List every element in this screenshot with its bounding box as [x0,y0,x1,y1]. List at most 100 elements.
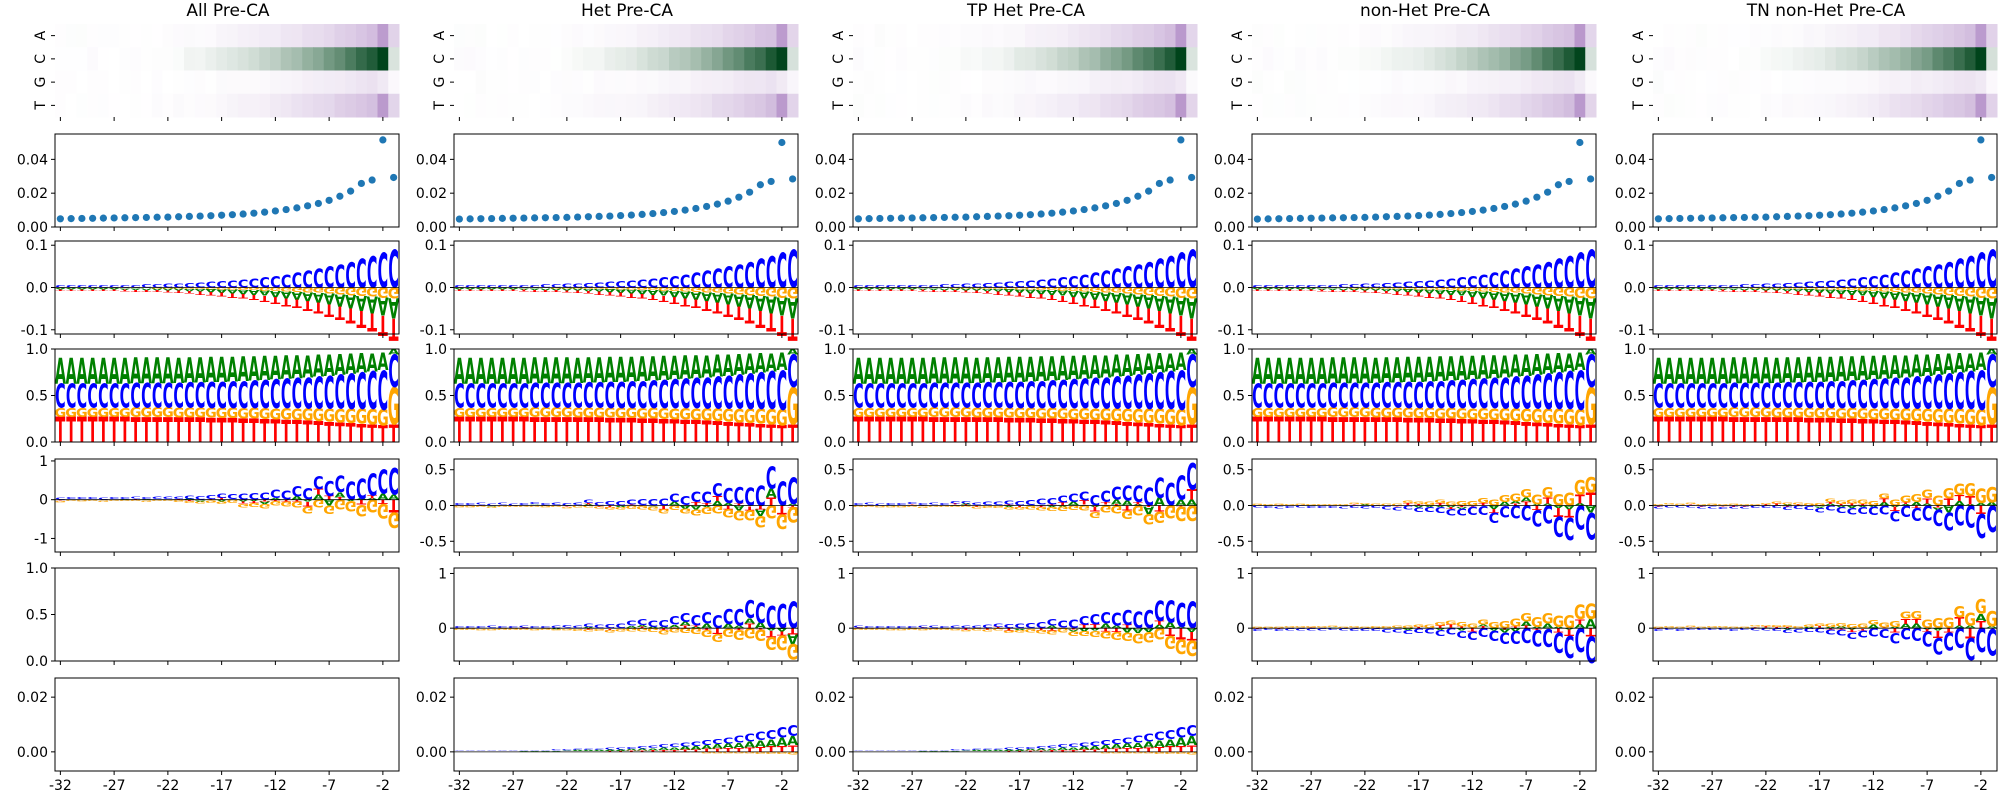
logo-letter-T: T [1847,293,1857,302]
logo-letter-C: C [1338,628,1349,631]
logo-letter-T: T [1371,290,1382,294]
logo-letter-C: C [755,252,766,297]
logo-letter-A: A [766,291,777,317]
scatter-point [379,136,387,144]
logo-letter-C: C [1100,487,1111,506]
logo-letter-G: G [1964,480,1976,501]
logo-letter-T: T [1079,499,1089,506]
logo-letter-C: C [1761,378,1772,417]
logo-letter-G: G [248,407,260,423]
logo-letter-A: A [1771,288,1782,291]
logo-letter-G: G [237,287,249,291]
logo-letter-T: T [766,629,776,639]
heatmap-cell [1370,47,1382,71]
heatmap-cell [1520,47,1532,71]
logo-letter-C: C [572,378,583,417]
logo-letter-C: C [1143,256,1154,297]
panel-frame [1251,133,1597,228]
heatmap-cell [1911,70,1923,95]
logo-letter-G: G [1035,287,1047,291]
logo-letter-T: T [281,296,291,309]
logo-letter-G: G [1857,499,1869,506]
scatter-point [357,179,365,188]
logo-letter-A: A [755,738,767,749]
logo-letter-T: T [1435,412,1445,450]
scatter-point [261,208,269,216]
logo-letter-T: T [1510,503,1520,506]
logo-letter-C: C [637,497,648,506]
logo-letter-C: C [551,284,562,289]
logo-letter-C: C [734,258,745,295]
logo-letter-T: T [669,414,679,450]
logo-letter-G: G [885,406,897,421]
logo-letter-G: G [1728,406,1740,421]
logo-letter-C: C [1553,252,1564,297]
logo-letter-A: A [1986,501,1998,506]
heatmap-cell [540,24,552,48]
heatmap-cell [237,24,249,48]
logo-letter-T: T [982,290,993,294]
heatmap-cell [205,47,217,71]
logo-letter-A: A [1911,349,1923,385]
logo-letter-A: A [324,498,335,508]
heatmap-cell [76,70,88,95]
heatmap-cell [313,47,325,71]
logo-letter-A: A [1814,506,1825,508]
heatmap-cell [1814,93,1826,118]
logo-letter-T: T [669,295,680,306]
logo-letter-A: A [1143,291,1154,312]
logo-letter-T: T [1500,417,1510,450]
logo-letter-A: A [1574,348,1586,376]
heatmap-cell [1499,24,1511,48]
y-tick-label: 0.1 [1223,238,1245,254]
logo-letter-C: C [648,745,659,749]
logo-letter-T: T [583,290,594,294]
logo-letter-C: C [1890,270,1901,293]
logo-letter-T: T [605,629,615,630]
heatmap-cell [1327,24,1339,48]
logo-letter-C: C [1014,500,1025,507]
logo-letter-G: G [1445,620,1457,626]
logo-letter-T: T [1025,751,1035,753]
logo-letter-G: G [1771,406,1783,421]
logo-letter-A: A [960,351,971,392]
logo-letter-C: C [1133,367,1144,421]
logo-letter-C: C [1954,498,1965,529]
heatmap-cell [1771,93,1783,118]
heatmap-cell [1284,70,1296,95]
heatmap-cell [1338,47,1350,71]
logo-letter-C: C [551,625,562,629]
x-tick-label: -27 [1701,778,1724,794]
logo-letter-C: C [594,624,605,630]
logo-letter-G: G [647,505,659,511]
logo-letter-C: C [292,270,303,293]
logo-letter-T: T [1575,493,1586,507]
logo-letter-A: A [1521,496,1533,503]
logo-letter-G: G [1477,286,1489,292]
scatter-point [1522,197,1530,205]
logo-letter-G: G [733,626,745,641]
logo-letter-G: G [625,287,637,290]
logo-letter-T: T [1858,412,1868,449]
logo-letter-C: C [1100,267,1111,293]
logo-letter-C: C [184,378,195,417]
logo-letter-G: G [1552,612,1564,631]
logo-letter-C: C [1879,502,1890,517]
logo-letter-T: T [659,505,670,510]
logo-letter-A: A [960,288,971,291]
logo-letter-A: A [1900,504,1911,506]
x-tick-label: -17 [1008,778,1031,794]
logo-letter-A: A [313,349,325,385]
logo-letter-T: T [1435,292,1445,300]
heatmap-cell [454,47,466,71]
logo-letter-T: T [1274,412,1284,451]
scatter-point [1511,200,1519,208]
heatmap-cell [1685,47,1697,71]
logo-letter-C: C [1825,504,1836,512]
logo-letter-G: G [1380,287,1392,289]
logo-letter-A: A [1585,503,1597,515]
logo-letter-A: A [1036,748,1047,751]
logo-letter-C: C [1890,507,1901,523]
scatter-point [1665,215,1673,223]
logo-letter-C: C [1317,378,1328,417]
